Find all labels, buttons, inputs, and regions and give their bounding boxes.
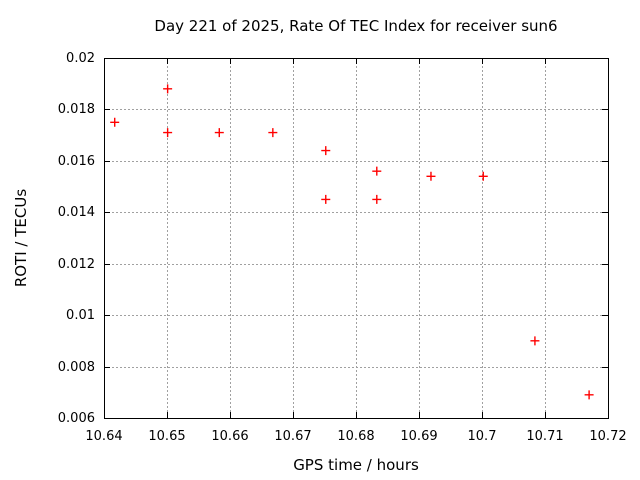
y-tick-label: 0.008 (58, 360, 95, 375)
x-tick-label: 10.72 (589, 429, 626, 444)
y-tick-label: 0.014 (58, 205, 95, 220)
y-tick-label: 0.012 (58, 257, 95, 272)
y-tick-label: 0.018 (58, 102, 95, 117)
data-point-marker (478, 171, 488, 181)
data-point-marker (321, 194, 331, 204)
x-tick-label: 10.65 (148, 429, 185, 444)
y-tick-label: 0.016 (58, 154, 95, 169)
chart-title: Day 221 of 2025, Rate Of TEC Index for r… (154, 17, 558, 35)
data-point-marker (426, 171, 436, 181)
data-point-marker (372, 166, 382, 176)
x-axis-label: GPS time / hours (293, 456, 419, 474)
y-tick-label: 0.02 (66, 51, 95, 66)
data-point-marker (163, 128, 173, 138)
data-point-marker (110, 117, 120, 127)
x-tick-label: 10.68 (337, 429, 374, 444)
y-tick-label: 0.01 (66, 308, 95, 323)
x-tick-label: 10.71 (526, 429, 563, 444)
data-point-marker (321, 146, 331, 156)
data-point-marker (530, 336, 540, 346)
y-tick-label: 0.006 (58, 411, 95, 426)
x-tick-label: 10.7 (468, 429, 497, 444)
x-tick-label: 10.69 (400, 429, 437, 444)
data-point-marker (584, 390, 594, 400)
x-tick-label: 10.66 (211, 429, 248, 444)
x-tick-label: 10.67 (274, 429, 311, 444)
data-point-marker (372, 194, 382, 204)
data-point-marker (163, 84, 173, 94)
x-tick-label: 10.64 (85, 429, 122, 444)
data-point-marker (214, 128, 224, 138)
data-point-marker (268, 128, 278, 138)
